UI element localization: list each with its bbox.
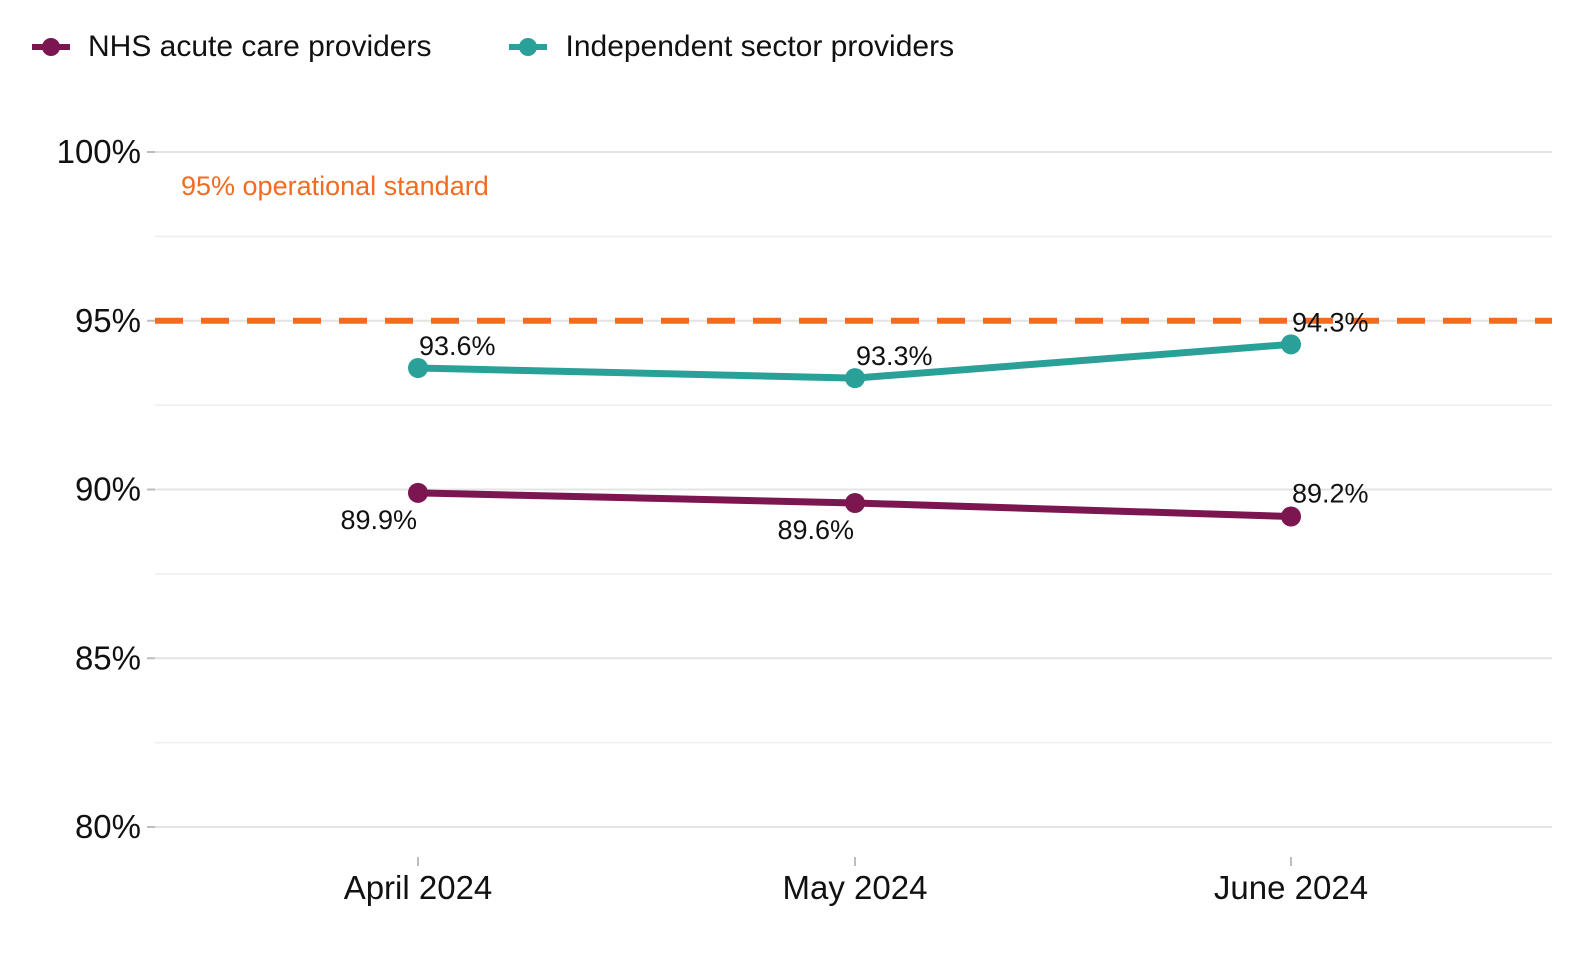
legend-item-nhs: NHS acute care providers — [32, 30, 431, 64]
data-label-nhs: 89.6% — [777, 515, 854, 545]
legend-label-nhs: NHS acute care providers — [88, 30, 432, 63]
legend-label-independent: Independent sector providers — [565, 30, 955, 63]
y-tick-label: 95% — [75, 302, 141, 339]
y-tick-label: 100% — [57, 133, 141, 170]
legend-item-independent: Independent sector providers — [509, 30, 954, 64]
data-label-independent: 93.3% — [856, 341, 933, 371]
x-tick-label: April 2024 — [344, 869, 493, 906]
legend-swatch-independent — [509, 37, 548, 57]
y-tick-label: 80% — [75, 808, 141, 845]
data-point-nhs — [845, 493, 865, 513]
chart-legend: NHS acute care providers Independent sec… — [32, 30, 1032, 64]
data-label-nhs: 89.9% — [340, 505, 417, 535]
y-tick-label: 85% — [75, 639, 141, 676]
legend-swatch-nhs — [32, 37, 70, 57]
data-point-nhs — [1281, 506, 1301, 527]
operational-standard-label: 95% operational standard — [181, 171, 489, 201]
legend-dot-nhs — [42, 38, 60, 56]
x-tick-label: June 2024 — [1214, 869, 1368, 906]
data-label-nhs: 89.2% — [1292, 479, 1369, 509]
data-point-independent — [1281, 334, 1301, 355]
x-tick-label: May 2024 — [783, 869, 928, 906]
data-label-independent: 94.3% — [1292, 307, 1369, 337]
data-point-independent — [845, 368, 865, 389]
legend-dot-independent — [519, 38, 538, 56]
data-point-nhs — [408, 482, 428, 503]
y-tick-label: 90% — [75, 471, 141, 508]
data-label-independent: 93.6% — [419, 331, 496, 361]
data-point-independent — [408, 358, 428, 378]
